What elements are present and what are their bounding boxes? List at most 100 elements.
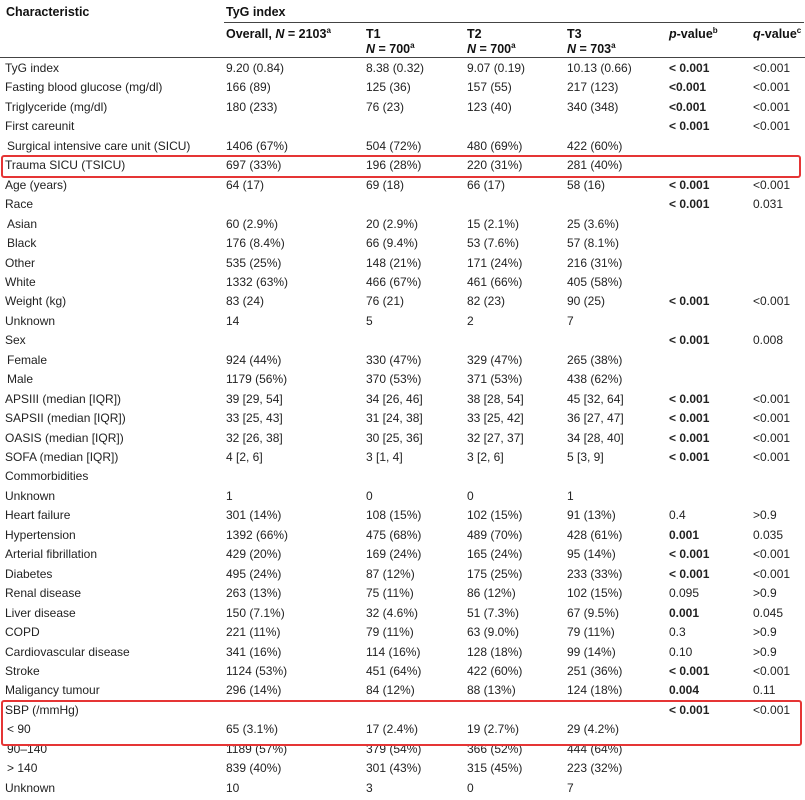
cell-t1: 87 (12%) — [366, 566, 415, 581]
row-label: Unknown — [5, 313, 56, 328]
cell-q: <0.001 — [753, 702, 791, 717]
cell-overall: 1 — [226, 488, 233, 503]
cell-t2: 102 (15%) — [467, 508, 523, 523]
row-label: COPD — [5, 625, 40, 640]
cell-t3: 233 (33%) — [567, 566, 623, 581]
cell-q: <0.001 — [753, 411, 791, 426]
cell-q: >0.9 — [753, 625, 777, 640]
cell-t1: 5 — [366, 313, 373, 328]
cell-t2: 15 (2.1%) — [467, 216, 520, 231]
row-label: SAPSII (median [IQR]) — [5, 411, 126, 426]
cell-t2: 2 — [467, 313, 474, 328]
cell-t3: 428 (61%) — [567, 527, 623, 542]
cell-t1: 30 [25, 36] — [366, 430, 423, 445]
cell-t1: 108 (15%) — [366, 508, 422, 523]
cell-p: 0.3 — [669, 625, 686, 640]
cell-p: 0.001 — [669, 527, 700, 542]
row-label: Asian — [7, 216, 38, 231]
cell-overall: 495 (24%) — [226, 566, 282, 581]
cell-t3: 34 [28, 40] — [567, 430, 624, 445]
cell-t1: 76 (21) — [366, 294, 405, 309]
row-label: Maligancy tumour — [5, 683, 100, 698]
row-label: Age (years) — [5, 177, 68, 192]
cell-t1: 466 (67%) — [366, 274, 422, 289]
cell-t3: 223 (32%) — [567, 761, 623, 776]
cell-overall: 1406 (67%) — [226, 138, 289, 153]
cell-overall: 166 (89) — [226, 80, 271, 95]
cell-t2: 157 (55) — [467, 80, 512, 95]
cell-p: < 0.001 — [669, 294, 710, 309]
cell-t2: 123 (40) — [467, 99, 512, 114]
row-label: Renal disease — [5, 586, 82, 601]
cell-q: 0.045 — [753, 605, 784, 620]
cell-t2: 51 (7.3%) — [467, 605, 520, 620]
row-label: Heart failure — [5, 508, 71, 523]
cell-t1: 17 (2.4%) — [366, 722, 419, 737]
cell-overall: 296 (14%) — [226, 683, 282, 698]
cell-t2: 489 (70%) — [467, 527, 523, 542]
cell-t1: 8.38 (0.32) — [366, 61, 425, 75]
cell-q: 0.008 — [753, 333, 784, 348]
cell-t1: 125 (36) — [366, 80, 411, 95]
cell-t3: 29 (4.2%) — [567, 722, 620, 737]
cell-t3: 217 (123) — [567, 80, 619, 95]
cell-overall: 65 (3.1%) — [226, 722, 279, 737]
cell-overall: 1124 (53%) — [226, 663, 288, 678]
cell-overall: 150 (7.1%) — [226, 605, 285, 620]
cell-t2: 0 — [467, 780, 474, 795]
row-label: APSIII (median [IQR]) — [5, 391, 122, 406]
header-group: TyG index — [226, 5, 286, 19]
cell-t2: 315 (45%) — [467, 761, 523, 776]
cell-p: < 0.001 — [669, 177, 710, 192]
cell-p: < 0.001 — [669, 547, 710, 562]
cell-t3: 340 (348) — [567, 99, 619, 114]
cell-t3: 99 (14%) — [567, 644, 616, 659]
cell-t2: 480 (69%) — [467, 138, 523, 153]
cell-t1: 301 (43%) — [366, 761, 422, 776]
row-label: > 140 — [7, 761, 38, 776]
cell-t2: 329 (47%) — [467, 352, 523, 367]
header-t3-n: N = 703a — [567, 40, 616, 56]
cell-t3: 124 (18%) — [567, 683, 623, 698]
row-label: White — [5, 274, 36, 289]
cell-t1: 196 (28%) — [366, 158, 422, 173]
cell-overall: 32 [26, 38] — [226, 430, 283, 445]
cell-t2: 3 [2, 6] — [467, 450, 504, 464]
cell-t1: 3 [1, 4] — [366, 450, 403, 464]
cell-t2: 19 (2.7%) — [467, 722, 520, 737]
cell-t1: 169 (24%) — [366, 547, 422, 562]
cell-t1: 31 [24, 38] — [366, 411, 423, 426]
row-label: Black — [7, 236, 37, 251]
cell-t2: 53 (7.6%) — [467, 236, 520, 251]
cell-t3: 102 (15%) — [567, 586, 623, 601]
row-label: TyG index — [5, 61, 60, 75]
header-t2-label: T2 — [467, 27, 482, 41]
cell-q: <0.001 — [753, 294, 791, 309]
cell-t3: 5 [3, 9] — [567, 450, 604, 464]
row-label: Cardiovascular disease — [5, 644, 130, 659]
cell-p: <0.001 — [669, 80, 707, 95]
highlight-box-tsicu — [1, 155, 801, 178]
cell-q: <0.001 — [753, 99, 791, 114]
cell-t2: 63 (9.0%) — [467, 625, 520, 640]
cell-t2: 38 [28, 54] — [467, 391, 524, 406]
cell-overall: 83 (24) — [226, 294, 265, 309]
cell-overall: 180 (233) — [226, 99, 278, 114]
cell-t1: 84 (12%) — [366, 683, 415, 698]
cell-q: 0.035 — [753, 527, 784, 542]
cell-q: <0.001 — [753, 80, 791, 95]
row-label: Weight (kg) — [5, 294, 67, 309]
cell-q: >0.9 — [753, 586, 777, 601]
row-label: SBP (/mmHg) — [5, 702, 79, 717]
cell-q: <0.001 — [753, 663, 791, 678]
header-t2-n: N = 700a — [467, 40, 516, 56]
cell-q: >0.9 — [753, 508, 777, 523]
row-label: Unknown — [5, 488, 56, 503]
cell-t2: 9.07 (0.19) — [467, 61, 526, 75]
cell-p: 0.4 — [669, 508, 686, 523]
row-label: Male — [7, 372, 34, 387]
cell-t2: 33 [25, 42] — [467, 411, 524, 426]
group-underline — [224, 22, 804, 23]
cell-p: < 0.001 — [669, 391, 710, 406]
header-p-value: p-valueb — [669, 25, 718, 41]
